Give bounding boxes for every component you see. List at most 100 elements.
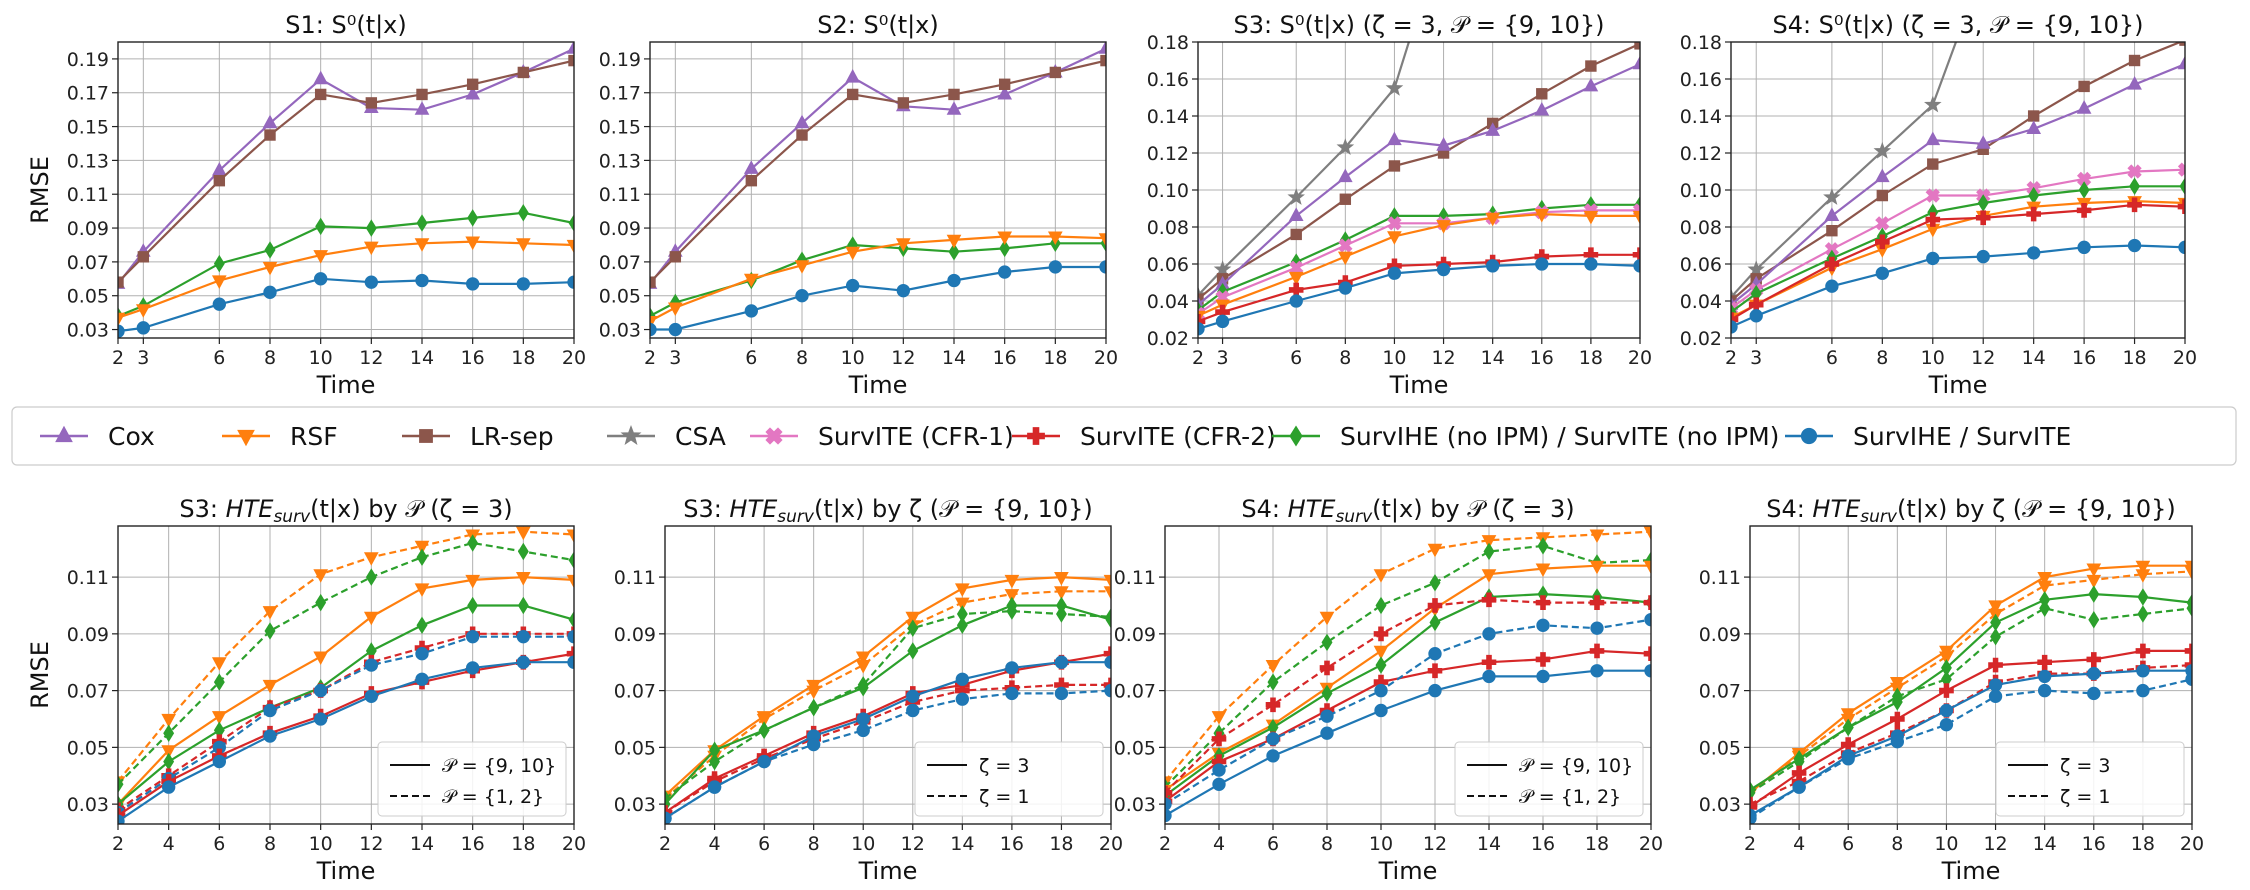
series-line-survihe-no-ipm-survite-no-ipm-solid (118, 604, 574, 805)
data-point-survihe-survite-dashed (1536, 618, 1550, 633)
data-point-survihe-no-ipm-survite-no-ipm-solid (1321, 684, 1333, 703)
series-group (650, 42, 1106, 337)
data-point-survihe-survite-solid (2127, 238, 2142, 253)
data-point-lr-sep-solid (1536, 88, 1548, 100)
data-point-rsf-dashed (363, 552, 379, 566)
series-group (665, 572, 1111, 824)
data-point-rsf-solid (414, 583, 430, 597)
y-tick-label: 0.09 (1114, 624, 1156, 646)
x-tick-label: 6 (1842, 833, 1854, 855)
legend-entry-survihe-survite: SurvIHE / SurvITE (1785, 422, 2071, 451)
series-line-survihe-no-ipm-survite-no-ipm-dashed (1165, 544, 1651, 788)
data-point-survihe-survite-solid (118, 814, 125, 824)
chart-panel-2: 2 3 6 8 10 12 14 16 18 20 0.03 0.05 0.07 0.09 0.11 0.13… (599, 11, 1118, 399)
data-point-survihe-no-ipm-survite-no-ipm-dashed (315, 593, 327, 612)
series-line-rsf-dashed (1165, 530, 1651, 783)
x-tick-label: 18 (1585, 833, 1609, 855)
series-line-survite-cfr-1-solid (1731, 168, 2185, 310)
x-tick-label: 6 (213, 347, 225, 369)
y-tick-label: 0.05 (1699, 737, 1741, 759)
data-point-survihe-survite-dashed (1266, 732, 1280, 746)
data-point-survihe-survite-solid (1584, 257, 1598, 271)
x-tick-label: 2 (1159, 833, 1171, 855)
y-tick-label: 0.16 (1147, 69, 1189, 91)
x-tick-label: 20 (562, 347, 586, 369)
data-point-rsf-dashed (211, 657, 227, 671)
x-tick-label: 20 (1094, 347, 1118, 369)
data-point-survihe-survite-solid (263, 729, 277, 743)
data-point-survihe-no-ipm-survite-no-ipm-solid (956, 616, 968, 635)
data-point-rsf-dashed (313, 569, 329, 583)
series-line-cox-solid (118, 47, 574, 285)
data-point-rsf-dashed (1319, 611, 1335, 626)
data-point-survihe-survite-dashed (1374, 683, 1388, 698)
data-point-cox-solid (1534, 101, 1550, 116)
y-tick-label: 0.14 (1680, 106, 1722, 128)
data-point-survihe-survite-solid (2136, 664, 2150, 678)
x-tick-label: 18 (2131, 833, 2155, 855)
data-point-rsf-solid (515, 238, 531, 252)
data-point-survite-cfr-1-solid (2177, 162, 2185, 177)
y-tick-label: 0.04 (1147, 291, 1189, 313)
data-point-survihe-survite-dashed (1482, 627, 1496, 641)
y-tick-label: 0.03 (599, 320, 641, 342)
data-point-csa-solid (1287, 188, 1305, 205)
y-tick-label: 0.18 (1680, 32, 1722, 54)
data-point-survite-cfr-2-solid (1481, 654, 1497, 670)
data-point-lr-sep-solid (517, 66, 530, 79)
data-point-survihe-no-ipm-survite-no-ipm-solid (999, 239, 1011, 258)
data-point-lr-sep-solid (796, 129, 808, 141)
data-point-lr-sep-solid (948, 88, 960, 101)
legend-entry-survite-cfr-2: SurvITE (CFR-2) (1012, 422, 1276, 451)
series-line-survite-cfr-2-solid (665, 652, 1111, 814)
data-point-rsf-solid (118, 312, 126, 327)
data-point-survihe-no-ipm-survite-no-ipm-dashed (264, 622, 276, 640)
x-tick-label: 16 (1531, 833, 1555, 855)
y-tick-label: 0.16 (1680, 69, 1722, 91)
data-point-survihe-survite-dashed (1320, 709, 1334, 723)
series-line-survihe-survite-solid (118, 661, 574, 823)
data-point-survihe-survite-dashed (465, 630, 480, 644)
data-point-cox-solid (794, 114, 810, 129)
data-point-rsf-dashed (1103, 586, 1111, 600)
data-point-survihe-no-ipm-survite-no-ipm-dashed (517, 542, 529, 561)
data-point-survihe-survite-solid (947, 273, 961, 288)
data-point-survihe-survite-solid (1731, 320, 1738, 334)
data-point-survihe-survite-dashed (1005, 686, 1019, 701)
x-tick-label: 12 (891, 347, 915, 369)
data-point-survihe-no-ipm-survite-no-ipm-solid (2129, 177, 2140, 196)
legend-swatch-marker (765, 427, 783, 445)
series-line-survihe-no-ipm-survite-no-ipm-solid (1731, 185, 2185, 313)
y-tick-label: 0.07 (599, 252, 641, 274)
data-point-survite-cfr-2-dashed (1643, 595, 1651, 610)
x-tick-label: 6 (1267, 833, 1279, 855)
x-tick-label: 10 (1921, 347, 1945, 369)
y-tick-label: 0.04 (1680, 291, 1722, 313)
data-point-survihe-no-ipm-survite-no-ipm-dashed (1537, 537, 1549, 555)
axes-frame (1749, 525, 2193, 825)
x-tick-label: 2 (112, 833, 124, 855)
series-line-survite-cfr-2-dashed (1165, 598, 1651, 794)
data-point-survite-cfr-2-solid (1890, 711, 1905, 727)
x-tick-label: 18 (511, 347, 535, 369)
data-point-survite-cfr-2-solid (1939, 683, 1954, 698)
data-point-rsf-dashed (1054, 586, 1069, 600)
data-point-survihe-no-ipm-survite-no-ipm-solid (517, 204, 529, 222)
data-point-survihe-survite-dashed (906, 703, 920, 718)
data-point-cox-solid (1288, 207, 1304, 221)
data-point-survihe-survite-solid (415, 672, 429, 686)
data-point-rsf-solid (954, 583, 970, 597)
data-point-lr-sep-solid (897, 97, 910, 109)
inset-legend-solid-label: ζ = 3 (979, 755, 1029, 777)
data-point-survite-cfr-2-solid (2177, 199, 2185, 214)
data-point-survite-cfr-2-solid (2135, 643, 2151, 659)
chart-panel-8: 2 4 6 8 10 12 14 16 18 20 0.03 0.05 0.07 0.09 0.11 S4: … (1699, 495, 2204, 885)
series-line-rsf-solid (118, 575, 574, 805)
series-line-rsf-solid (1198, 212, 1640, 317)
x-tick-label: 14 (2033, 833, 2057, 855)
series-line-rsf-solid (118, 240, 574, 319)
series-line-survihe-no-ipm-survite-no-ipm-dashed (118, 541, 574, 786)
x-tick-label: 2 (1192, 347, 1204, 369)
x-tick-label: 18 (2122, 347, 2146, 369)
data-point-rsf-solid (363, 241, 379, 256)
